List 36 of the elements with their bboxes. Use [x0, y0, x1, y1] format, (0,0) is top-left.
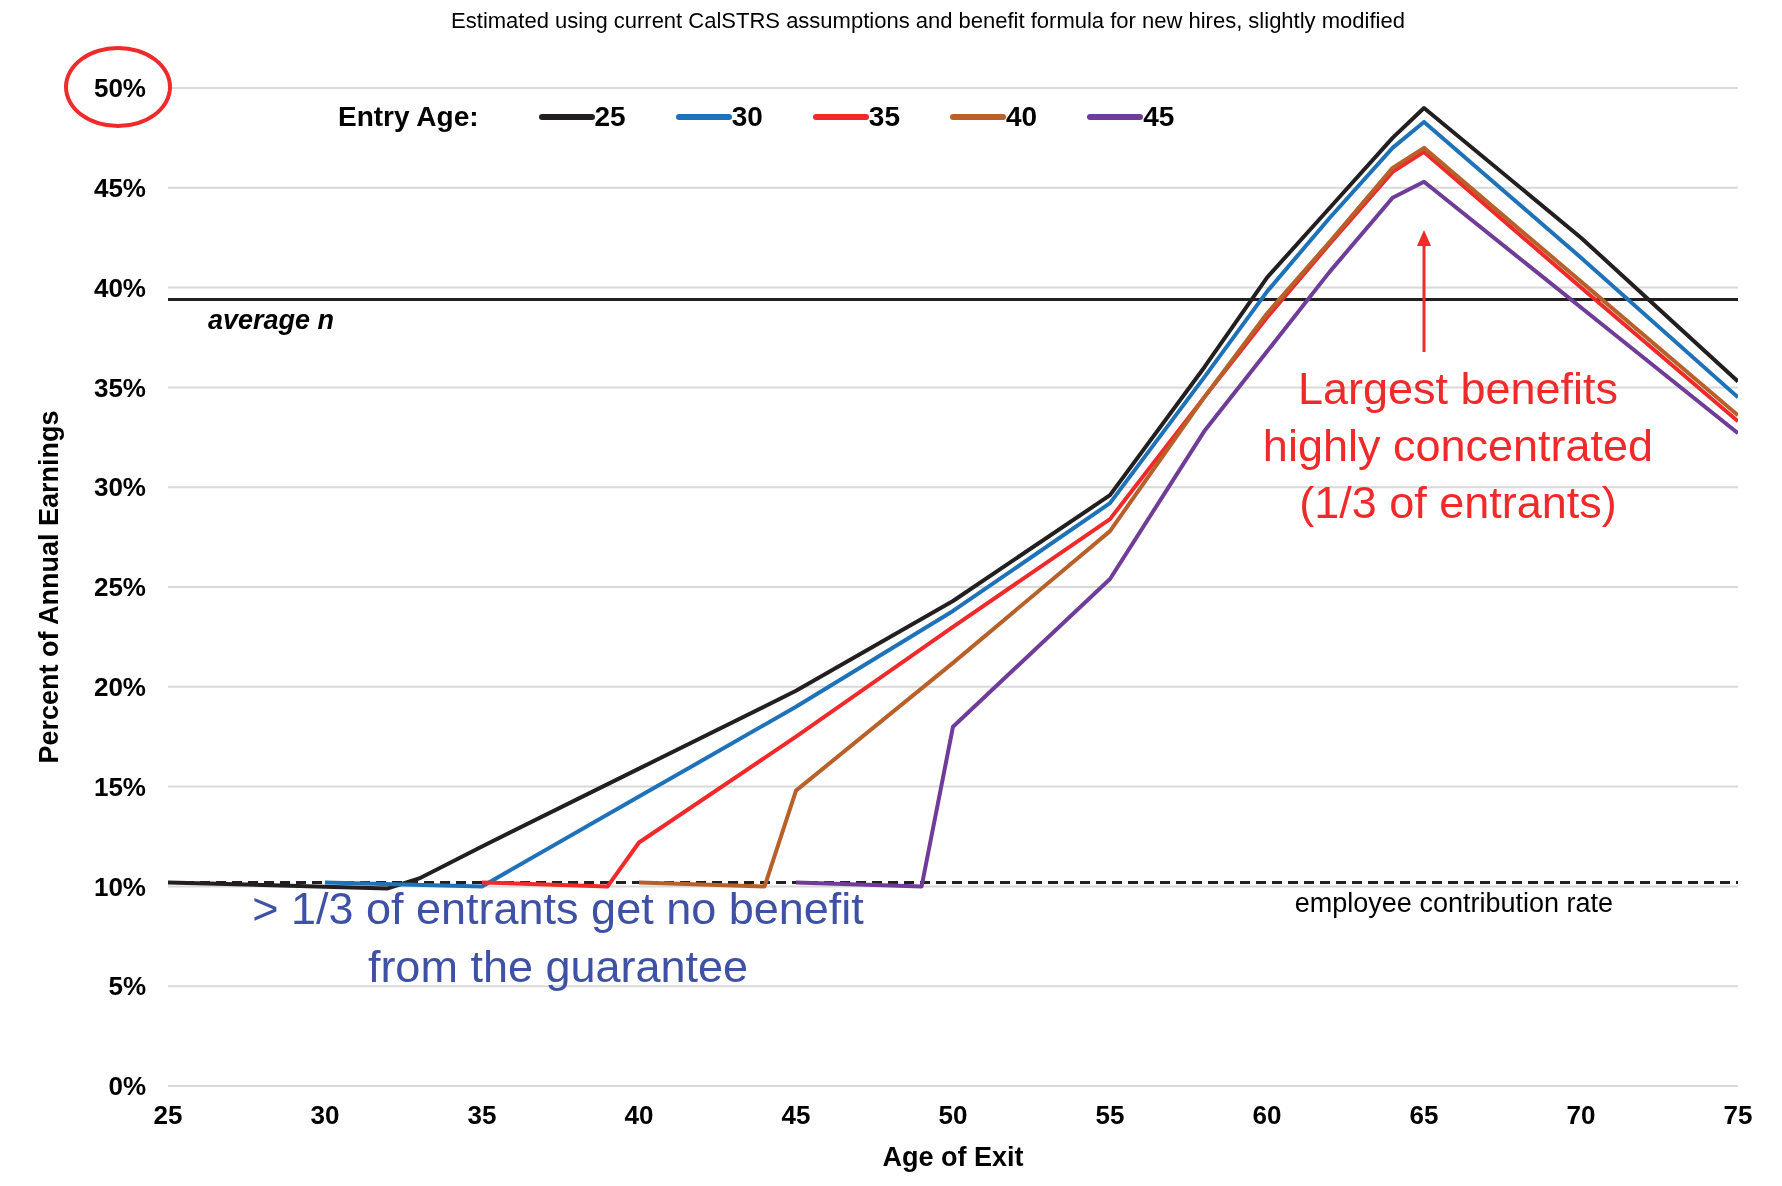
y-tick-label: 50% — [93, 73, 146, 104]
legend-label: 25 — [594, 101, 626, 133]
y-tick-label: 30% — [93, 472, 146, 503]
x-tick-label: 30 — [310, 1100, 340, 1131]
x-tick-label: 45 — [781, 1100, 811, 1131]
ref-line-label: average n — [208, 304, 335, 335]
y-axis-title: Percent of Annual Earnings — [33, 410, 64, 764]
legend-label: 35 — [868, 101, 901, 133]
annotation: Largest benefits highly concentrated (1/3 of entrants) — [1261, 362, 1655, 530]
x-tick-label: 40 — [624, 1100, 654, 1131]
legend-label: 30 — [731, 101, 763, 133]
x-tick-label: 65 — [1409, 1100, 1439, 1131]
x-tick-label: 35 — [467, 1100, 497, 1131]
y-tick-label: 15% — [93, 771, 146, 802]
y-tick-label: 20% — [93, 672, 146, 703]
legend-title: Entry Age: — [338, 101, 479, 133]
x-axis-title: Age of Exit — [882, 1142, 1024, 1172]
ref-line-label: employee contribution rate — [1294, 887, 1613, 918]
y-tick-label: 45% — [93, 173, 146, 204]
legend-label: 45 — [1143, 101, 1175, 133]
x-tick-label: 25 — [153, 1100, 183, 1131]
legend-label: 40 — [1006, 101, 1038, 133]
x-tick-label: 55 — [1095, 1100, 1125, 1131]
x-tick-label: 50 — [938, 1100, 968, 1131]
x-tick-label: 75 — [1723, 1100, 1753, 1131]
x-tick-label: 60 — [1252, 1100, 1282, 1131]
y-tick-label: 40% — [93, 272, 146, 303]
line-series — [794, 179, 1738, 889]
chart-subtitle: Estimated using current CalSTRS assumptions and benefit formula for new hires, slightly modified — [450, 8, 1406, 35]
y-tick-label: 35% — [93, 372, 146, 403]
y-tick-label: 25% — [93, 572, 146, 603]
x-tick-label: 70 — [1566, 1100, 1596, 1131]
annotation: > 1/3 of entrants get no benefit from the guarantee — [251, 882, 865, 994]
y-tick-label: 0% — [108, 1071, 146, 1102]
y-tick-label: 5% — [108, 971, 146, 1002]
y-tick-label: 10% — [93, 871, 146, 902]
